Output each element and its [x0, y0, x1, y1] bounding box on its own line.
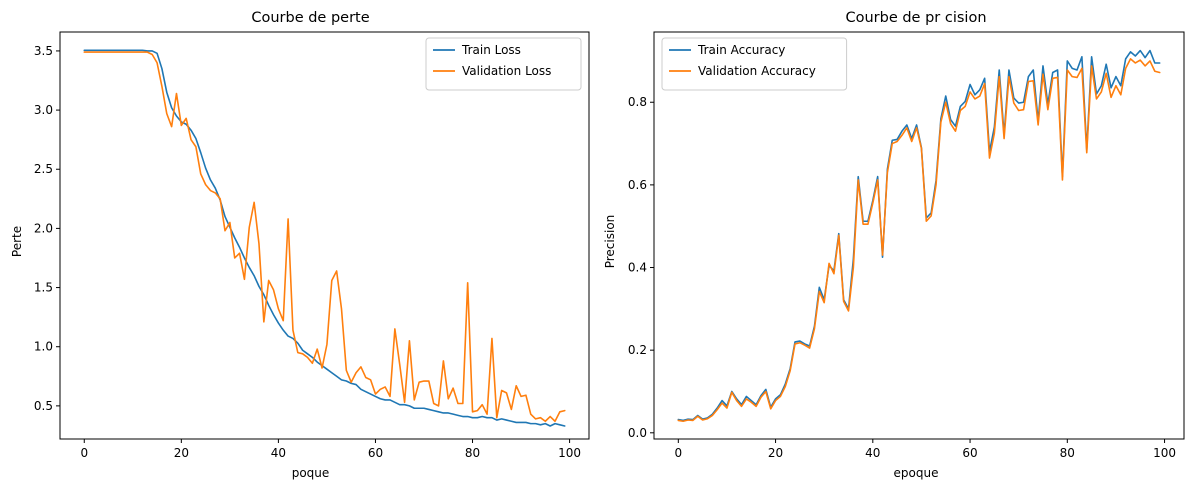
loss-chart-plot-area — [83, 49, 566, 427]
accuracy-chart-frame — [653, 31, 1185, 440]
accuracy-chart-plot-area — [677, 49, 1161, 423]
accuracy-chart-legend: Train Accuracy Validation Accuracy — [661, 37, 848, 91]
loss-chart-frame — [59, 31, 590, 440]
accuracy-chart: Courbe de pr cision epoque Precision 0 20… — [603, 10, 1185, 480]
loss-chart-xtick-label: 20 — [174, 446, 189, 460]
accuracy-chart-legend-label: Train Accuracy — [697, 43, 785, 57]
loss-chart-ytick-label: 2.0 — [34, 221, 53, 235]
accuracy-chart-ytick-label: 0.0 — [628, 426, 647, 440]
loss-chart-xlabel: poque — [292, 466, 330, 480]
loss-chart-legend-label: Train Loss — [461, 43, 521, 57]
loss-chart-legend-label: Validation Loss — [462, 64, 551, 78]
loss-chart-series-train-line — [83, 49, 566, 427]
loss-chart-legend: Train Loss Validation Loss — [425, 37, 582, 91]
accuracy-chart-ylabel: Precision — [603, 215, 617, 269]
accuracy-chart-series-validation-line — [677, 58, 1161, 423]
accuracy-chart-xlabel: epoque — [894, 466, 939, 480]
loss-chart-xtick-label: 0 — [80, 446, 88, 460]
loss-chart-ytick-label: 0.5 — [34, 399, 53, 413]
accuracy-chart-ytick-label: 0.2 — [628, 343, 647, 357]
accuracy-chart-legend-label: Validation Accuracy — [698, 64, 816, 78]
loss-chart-title: Courbe de perte — [251, 10, 369, 26]
loss-chart-ytick-label: 2.5 — [34, 162, 53, 176]
accuracy-chart-title: Courbe de pr cision — [845, 10, 986, 26]
loss-chart-xtick-label: 100 — [558, 446, 581, 460]
loss-chart-ticks: 0 20 40 60 80 100 0.5 1.0 1.5 2.0 2.5 3.0 3.5 — [34, 44, 581, 460]
loss-chart-ytick-label: 3.0 — [34, 103, 53, 117]
accuracy-chart-xtick-label: 100 — [1153, 446, 1176, 460]
loss-chart-ytick-label: 3.5 — [34, 44, 53, 58]
loss-chart-ytick-label: 1.0 — [34, 340, 53, 354]
accuracy-chart-ticks: 0 20 40 60 80 100 0.0 0.2 0.4 0.6 0.8 — [628, 95, 1176, 460]
loss-chart-series-validation-line — [83, 51, 566, 423]
accuracy-chart-xtick-label: 80 — [1060, 446, 1075, 460]
accuracy-chart-ytick-label: 0.6 — [628, 178, 647, 192]
accuracy-chart-xtick-label: 0 — [674, 446, 682, 460]
accuracy-chart-xtick-label: 40 — [865, 446, 880, 460]
loss-chart-legend-box — [425, 37, 582, 91]
loss-chart-xtick-label: 60 — [368, 446, 383, 460]
loss-chart-xtick-label: 80 — [465, 446, 480, 460]
loss-chart-ylabel: Perte — [10, 226, 24, 257]
accuracy-chart-ytick-label: 0.4 — [628, 261, 647, 275]
accuracy-chart-ytick-label: 0.8 — [628, 95, 647, 109]
accuracy-chart-xtick-label: 20 — [768, 446, 783, 460]
loss-chart: Courbe de perte poque Perte 0 20 40 60 80 100… — [10, 10, 590, 480]
loss-chart-xtick-label: 40 — [271, 446, 286, 460]
accuracy-chart-legend-box — [661, 37, 848, 91]
accuracy-chart-xtick-label: 60 — [962, 446, 977, 460]
loss-chart-ytick-label: 1.5 — [34, 281, 53, 295]
